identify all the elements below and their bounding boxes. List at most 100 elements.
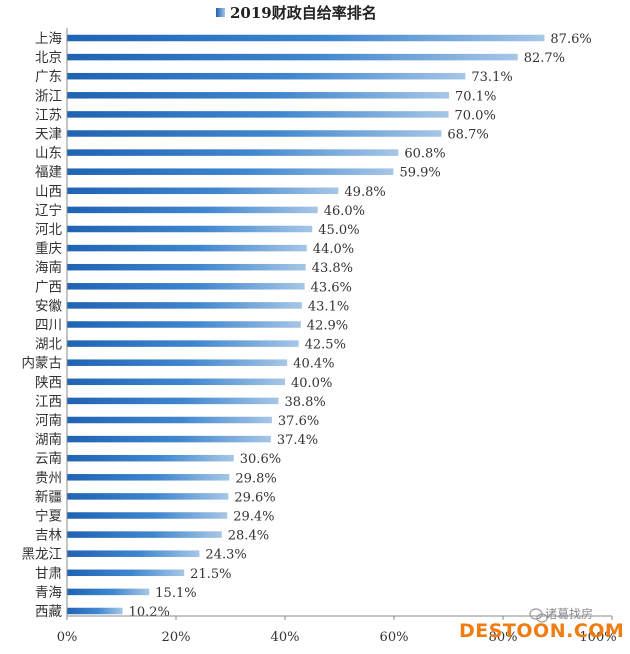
value-label: 43.6% bbox=[311, 280, 352, 295]
bar bbox=[67, 378, 285, 386]
bar bbox=[67, 72, 466, 80]
value-label: 40.0% bbox=[291, 376, 332, 391]
bar bbox=[67, 359, 288, 366]
x-tick-label: 40% bbox=[271, 630, 300, 645]
bar bbox=[67, 225, 313, 233]
value-label: 37.6% bbox=[278, 414, 319, 429]
category-label: 山西 bbox=[35, 184, 62, 200]
x-tick-label: 80% bbox=[489, 630, 518, 645]
category-label: 新疆 bbox=[35, 489, 62, 505]
bar bbox=[67, 34, 545, 42]
bar bbox=[67, 263, 306, 271]
category-label: 重庆 bbox=[35, 241, 62, 257]
x-axis-ticks: 0% 20% 40% 60% 80% 100% bbox=[57, 616, 617, 645]
brand-watermark-text: DESTOON.COM bbox=[459, 620, 624, 642]
value-label: 29.6% bbox=[234, 490, 275, 505]
category-label: 天津 bbox=[35, 127, 62, 143]
category-label: 吉林 bbox=[35, 528, 62, 544]
value-label: 38.8% bbox=[284, 395, 325, 410]
bar bbox=[67, 111, 449, 118]
bar bbox=[67, 130, 442, 137]
category-label: 浙江 bbox=[35, 88, 62, 104]
bar bbox=[67, 531, 222, 538]
bar bbox=[67, 512, 228, 519]
value-label: 30.6% bbox=[240, 452, 281, 467]
category-label: 山东 bbox=[35, 146, 62, 162]
category-labels: 上海北京广东浙江江苏天津山东福建山西辽宁河北重庆海南广西安徽四川湖北内蒙古陕西江… bbox=[22, 31, 63, 620]
value-label: 42.5% bbox=[305, 338, 346, 353]
bar bbox=[67, 569, 185, 577]
bar bbox=[67, 168, 394, 175]
value-label: 24.3% bbox=[205, 548, 246, 563]
bar bbox=[67, 206, 318, 214]
x-tick-label: 100% bbox=[579, 630, 616, 645]
category-label: 青海 bbox=[35, 585, 62, 601]
bar bbox=[67, 550, 200, 557]
bar bbox=[67, 53, 518, 61]
category-label: 四川 bbox=[35, 318, 62, 334]
bar bbox=[67, 607, 123, 615]
value-label: 29.8% bbox=[235, 471, 276, 486]
bar bbox=[67, 92, 450, 99]
bar bbox=[67, 340, 299, 347]
value-label: 29.4% bbox=[233, 510, 274, 525]
bar bbox=[67, 454, 234, 462]
category-label: 陕西 bbox=[35, 375, 62, 391]
category-label: 辽宁 bbox=[35, 202, 62, 219]
value-label: 42.9% bbox=[307, 319, 348, 334]
value-label: 60.8% bbox=[404, 147, 445, 162]
legend-swatch bbox=[216, 8, 225, 17]
category-label: 上海 bbox=[35, 31, 62, 47]
category-label: 湖北 bbox=[35, 337, 62, 353]
bar bbox=[67, 283, 305, 290]
category-label: 甘肃 bbox=[35, 566, 62, 582]
category-label: 福建 bbox=[35, 165, 62, 181]
value-labels: 87.6% 82.7% 73.1% 70.1% 70.0% 68.7%60.8% 59.9%… bbox=[129, 32, 592, 620]
value-label: 43.1% bbox=[308, 299, 349, 314]
category-label: 贵州 bbox=[35, 470, 62, 486]
chart-legend: 2019财政自给率排名 bbox=[216, 4, 377, 22]
value-label: 28.4% bbox=[228, 529, 269, 544]
category-label: 北京 bbox=[35, 50, 62, 66]
value-label: 15.1% bbox=[155, 586, 196, 601]
value-label: 21.5% bbox=[190, 567, 231, 582]
value-label: 87.6% bbox=[550, 32, 591, 47]
value-label: 68.7% bbox=[447, 128, 488, 143]
category-label: 海南 bbox=[35, 260, 62, 276]
value-label: 46.0% bbox=[324, 204, 365, 219]
category-label: 河北 bbox=[35, 222, 62, 238]
category-label: 云南 bbox=[35, 451, 62, 467]
legend-label: 2019财政自给率排名 bbox=[230, 4, 377, 22]
bar bbox=[67, 435, 271, 443]
value-label: 10.2% bbox=[129, 605, 170, 620]
x-tick-label: 0% bbox=[57, 630, 78, 645]
bar bbox=[67, 397, 279, 405]
category-label: 江苏 bbox=[35, 107, 62, 123]
value-label: 45.0% bbox=[318, 223, 359, 238]
value-label: 73.1% bbox=[471, 70, 512, 85]
value-label: 59.9% bbox=[399, 166, 440, 181]
x-tick-label: 20% bbox=[162, 630, 191, 645]
bar bbox=[67, 149, 399, 156]
bar bbox=[67, 588, 150, 596]
category-label: 河南 bbox=[35, 413, 62, 429]
category-label: 广西 bbox=[35, 279, 62, 295]
value-label: 82.7% bbox=[524, 51, 565, 66]
bars-layer bbox=[67, 34, 545, 615]
wechat-icon bbox=[529, 608, 548, 623]
value-label: 43.8% bbox=[312, 261, 353, 276]
value-label: 40.4% bbox=[293, 357, 334, 372]
bar bbox=[67, 321, 301, 328]
category-label: 江西 bbox=[35, 394, 62, 410]
value-label: 70.0% bbox=[455, 108, 496, 123]
category-label: 西藏 bbox=[35, 604, 62, 620]
bar bbox=[67, 416, 272, 424]
bar bbox=[67, 187, 339, 195]
wechat-watermark-text: 诸葛找房 bbox=[545, 606, 593, 621]
value-label: 44.0% bbox=[313, 242, 354, 257]
bar bbox=[67, 302, 302, 309]
x-tick-label: 60% bbox=[380, 630, 409, 645]
value-label: 49.8% bbox=[344, 185, 385, 200]
value-label: 70.1% bbox=[455, 89, 496, 104]
